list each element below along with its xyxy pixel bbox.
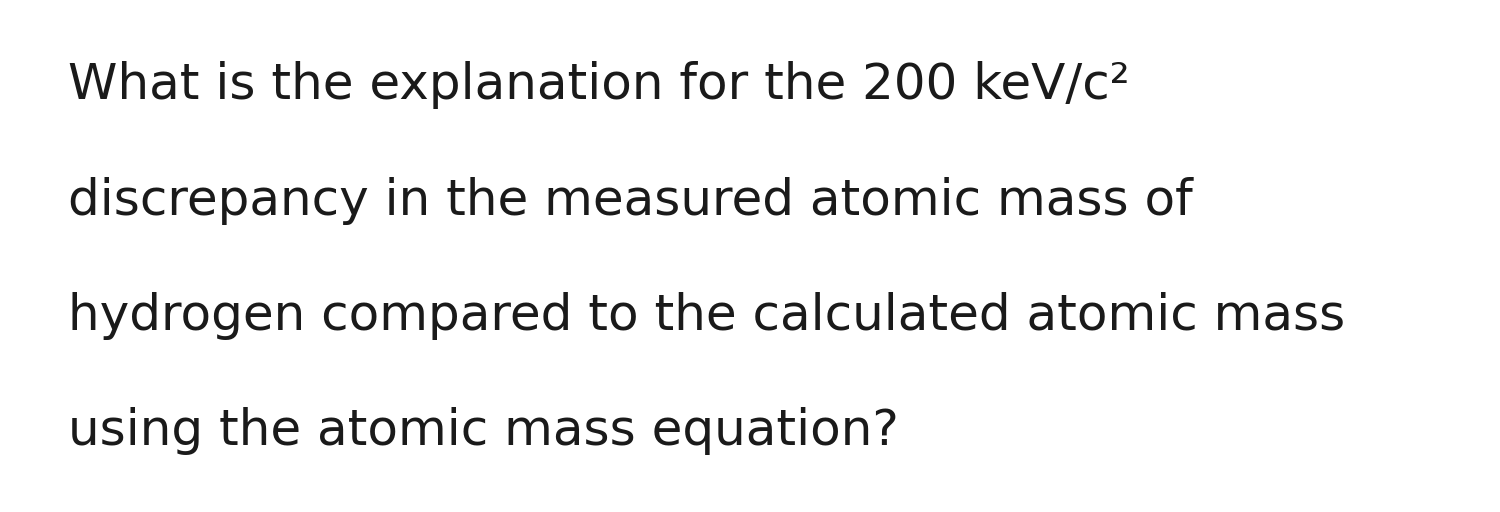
Text: hydrogen compared to the calculated atomic mass: hydrogen compared to the calculated atom…: [68, 292, 1344, 340]
Text: using the atomic mass equation?: using the atomic mass equation?: [68, 407, 898, 455]
Text: What is the explanation for the 200 keV/c²: What is the explanation for the 200 keV/…: [68, 61, 1130, 110]
Text: discrepancy in the measured atomic mass of: discrepancy in the measured atomic mass …: [68, 177, 1192, 225]
